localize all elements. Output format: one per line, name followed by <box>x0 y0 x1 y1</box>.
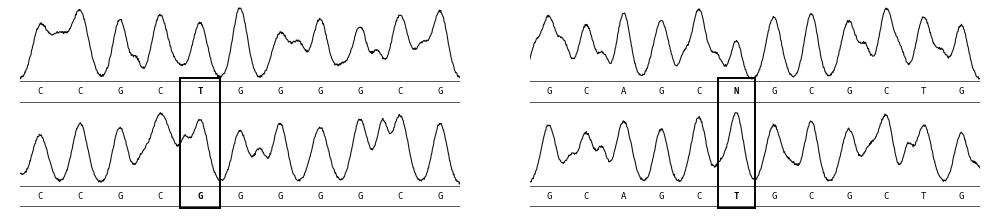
Text: G: G <box>357 87 363 96</box>
Text: G: G <box>546 87 551 96</box>
Text: C: C <box>157 192 163 201</box>
Text: G: G <box>117 192 123 201</box>
Text: G: G <box>237 87 243 96</box>
Text: G: G <box>659 192 664 201</box>
Text: G: G <box>437 192 443 201</box>
Text: C: C <box>696 192 701 201</box>
Text: T: T <box>734 192 739 201</box>
Text: G: G <box>846 192 851 201</box>
Text: N: N <box>734 87 739 96</box>
Text: C: C <box>77 87 83 96</box>
Text: G: G <box>117 87 123 96</box>
Text: G: G <box>771 87 776 96</box>
Text: G: G <box>771 192 776 201</box>
Text: G: G <box>659 87 664 96</box>
Text: G: G <box>546 192 551 201</box>
Text: C: C <box>809 192 814 201</box>
Text: G: G <box>959 87 964 96</box>
Text: C: C <box>584 192 589 201</box>
Text: C: C <box>884 192 889 201</box>
Text: G: G <box>317 87 323 96</box>
Text: C: C <box>397 87 403 96</box>
Text: A: A <box>621 87 626 96</box>
Text: C: C <box>37 87 43 96</box>
Text: C: C <box>584 87 589 96</box>
Text: C: C <box>809 87 814 96</box>
Text: T: T <box>921 192 926 201</box>
Text: G: G <box>237 192 243 201</box>
Text: C: C <box>696 87 701 96</box>
Text: G: G <box>197 192 203 201</box>
Text: G: G <box>357 192 363 201</box>
Text: G: G <box>846 87 851 96</box>
Text: G: G <box>959 192 964 201</box>
Text: T: T <box>197 87 203 96</box>
Text: T: T <box>921 87 926 96</box>
Text: G: G <box>437 87 443 96</box>
Text: G: G <box>277 87 283 96</box>
Text: C: C <box>884 87 889 96</box>
Text: A: A <box>621 192 626 201</box>
Text: C: C <box>77 192 83 201</box>
Text: G: G <box>317 192 323 201</box>
Text: C: C <box>37 192 43 201</box>
Text: C: C <box>397 192 403 201</box>
Text: G: G <box>277 192 283 201</box>
Text: C: C <box>157 87 163 96</box>
